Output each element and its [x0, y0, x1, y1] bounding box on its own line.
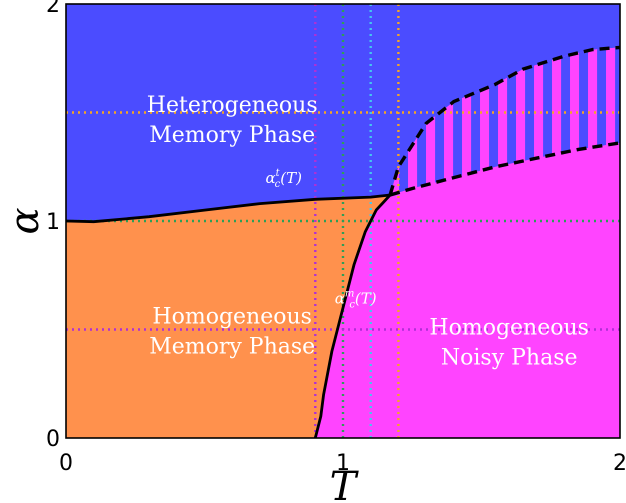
- x-tick-label: 0: [59, 451, 73, 476]
- stripe-band: [606, 47, 616, 146]
- stripe-band: [498, 77, 508, 167]
- stripe-band: [489, 82, 499, 169]
- striped-coexistence-region: [390, 47, 620, 195]
- stripe-band: [588, 49, 598, 148]
- stripe-band: [480, 86, 490, 171]
- y-axis-label: α: [2, 207, 48, 234]
- stripe-band: [534, 62, 544, 159]
- stripe-band: [462, 94, 472, 176]
- curve-label-2: αm c(T): [335, 288, 377, 310]
- stripe-band: [417, 123, 427, 188]
- x-tick-label: 1: [336, 451, 350, 476]
- plot-area: Heterogeneous Memory Phase Homogeneous Memo…: [66, 4, 620, 438]
- plot-frame: [65, 3, 621, 439]
- y-tick-label: 2: [46, 0, 60, 18]
- stripe-band: [561, 54, 571, 154]
- region-homogeneous-memory: [66, 195, 391, 438]
- y-tick-label: 0: [46, 427, 60, 452]
- stripe-band: [399, 151, 409, 193]
- y-tick-label: 1: [46, 210, 60, 235]
- axis-ticks: 0 1 2 0 1 2: [46, 0, 626, 476]
- phase-label-line: Homogeneous: [152, 305, 312, 330]
- phase-label-3: Homogeneous Noisy Phase: [429, 315, 589, 370]
- stripe-band: [426, 116, 436, 185]
- stripe-band: [435, 109, 445, 183]
- stripe-band: [453, 98, 463, 178]
- phase-label-line: Memory Phase: [149, 123, 315, 148]
- boundary-curve-4: [389, 141, 620, 197]
- stripe-band: [516, 68, 526, 163]
- phase-boundaries: [66, 45, 620, 438]
- phase-label-1: Heterogeneous Memory Phase: [147, 93, 318, 148]
- stripe-band: [552, 57, 562, 155]
- stripe-band: [543, 60, 553, 157]
- x-axis-label: T: [330, 464, 360, 503]
- boundary-labels: αt c(T) αm c(T): [265, 168, 376, 310]
- x-tick-label: 2: [613, 451, 626, 476]
- phase-label-line: Homogeneous: [429, 315, 589, 340]
- stripe-band: [615, 47, 620, 144]
- phase-label-line: Heterogeneous: [147, 93, 318, 118]
- stripe-band: [579, 50, 589, 150]
- phase-label-line: Noisy Phase: [441, 345, 578, 370]
- curve-label-1: αt c(T): [265, 168, 302, 190]
- phase-label-line: Memory Phase: [149, 335, 315, 360]
- phase-labels: Heterogeneous Memory Phase Homogeneous Memo…: [147, 93, 589, 370]
- phase-label-2: Homogeneous Memory Phase: [149, 305, 315, 360]
- stripe-band: [570, 52, 580, 152]
- stripe-band: [597, 48, 607, 147]
- stripe-band: [507, 72, 517, 165]
- boundary-curve-2: [313, 194, 392, 438]
- boundary-curve-1: [66, 193, 391, 224]
- stripe-band: [471, 90, 481, 174]
- stripe-band: [444, 102, 454, 181]
